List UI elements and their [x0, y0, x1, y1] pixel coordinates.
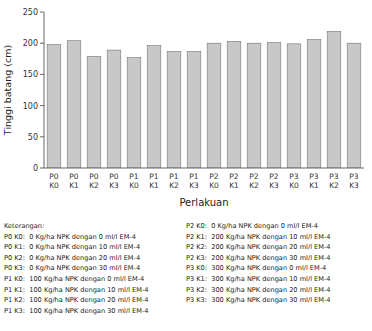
y-tick-label: 200	[23, 39, 38, 48]
annotation: P3 K3: 300 Kg/ha NPK dengan 30 ml/l EM-4	[186, 296, 331, 304]
x-tick-label: P2K0	[209, 172, 219, 190]
annotation: P0 K0: 0 Kg/ha NPK dengan 0 ml/l EM-4	[4, 233, 136, 241]
x-tick-label-line: K2	[169, 181, 179, 190]
x-tick-label-line: P1	[189, 172, 199, 181]
bar	[167, 51, 181, 168]
x-tick-label: P1K1	[149, 172, 159, 190]
x-tick-label-line: P3	[289, 172, 299, 181]
y-tick	[40, 12, 44, 13]
annotation: P0 K1: 0 Kg/ha NPK dengan 10 ml/l EM-4	[4, 243, 140, 251]
bar	[127, 58, 141, 168]
y-tick	[40, 136, 44, 137]
bar	[87, 56, 101, 168]
x-tick-label-line: P3	[329, 172, 339, 181]
bar	[327, 31, 341, 168]
x-tick-label-line: P0	[69, 172, 79, 181]
x-tick-label-line: P3	[349, 172, 359, 181]
bar	[187, 51, 201, 168]
x-tick-label: P2K3	[269, 172, 279, 190]
x-tick-label-line: P2	[209, 172, 219, 181]
y-tick-label: 50	[28, 133, 38, 142]
annotation: P1 K1: 100 Kg/ha NPK dengan 10 ml/l EM-4	[4, 286, 149, 294]
x-tick-label-line: K3	[109, 181, 119, 190]
bar	[267, 43, 281, 168]
x-tick-label: P1K0	[129, 172, 139, 190]
y-axis-label: Tinggi batang (cm)	[2, 45, 13, 136]
chart: 050100150200250P0K0P0K1P0K2P0K3P1K0P1K1P…	[0, 0, 372, 331]
x-tick-label-line: P0	[109, 172, 119, 181]
x-tick-label-line: K3	[349, 181, 359, 190]
x-tick-label: P1K3	[189, 172, 199, 190]
x-tick-label-line: P3	[309, 172, 319, 181]
annotation: P3 K1: 300 Kg/ha NPK dengan 10 ml/l EM-4	[186, 275, 331, 283]
x-tick-label-line: K3	[269, 181, 279, 190]
x-tick-label: P2K2	[249, 172, 259, 190]
x-tick-label-line: K2	[89, 181, 99, 190]
x-tick-label: P2K1	[229, 172, 239, 190]
annotation: P2 K2: 200 Kg/ha NPK dengan 20 ml/l EM-4	[186, 243, 331, 251]
annotation: P0 K3: 0 Kg/ha NPK dengan 30 ml/l EM-4	[4, 264, 140, 272]
x-tick-label-line: K0	[209, 181, 219, 190]
y-tick	[40, 168, 44, 169]
x-tick-label-line: K0	[289, 181, 299, 190]
y-tick-label: 100	[23, 102, 38, 111]
x-tick-label: P0K3	[109, 172, 119, 190]
annotation: P0 K2: 0 Kg/ha NPK dengan 20 ml/l EM-4	[4, 254, 140, 262]
x-tick-label-line: K1	[149, 181, 159, 190]
bar	[227, 41, 241, 168]
annotation: P2 K3: 200 Kg/ha NPK dengan 30 ml/l EM-4	[186, 254, 331, 262]
x-tick-label-line: P1	[129, 172, 139, 181]
x-tick-label-line: P1	[149, 172, 159, 181]
annotation: P1 K3: 100 Kg/ha NPK dengan 30 ml/l EM-4	[4, 307, 149, 315]
bar	[107, 50, 121, 168]
x-axis-line	[44, 168, 364, 169]
bar	[287, 44, 301, 168]
bar	[67, 41, 81, 168]
y-tick	[40, 74, 44, 75]
x-tick-label-line: K1	[229, 181, 239, 190]
y-tick-label: 0	[33, 164, 38, 173]
x-tick-label: P1K2	[169, 172, 179, 190]
x-tick-label: P0K0	[49, 172, 59, 190]
x-tick-label-line: K3	[189, 181, 199, 190]
x-tick-label-line: K1	[309, 181, 319, 190]
bar	[207, 43, 221, 168]
annotation: Keterangan:	[4, 222, 44, 230]
x-tick-label-line: P1	[169, 172, 179, 181]
bar	[47, 44, 61, 168]
annotation: P2 K0: 0 Kg/ha NPK dengan 0 ml/l EM-4	[186, 222, 318, 230]
x-tick-label: P3K0	[289, 172, 299, 190]
x-tick-label-line: P0	[89, 172, 99, 181]
annotation: P3 K0: 300 Kg/ha NPK dengan 0 ml/l EM-4	[186, 264, 326, 272]
y-tick-label: 250	[23, 8, 38, 17]
x-tick-label-line: K2	[329, 181, 339, 190]
y-tick	[40, 105, 44, 106]
y-tick-label: 150	[23, 70, 38, 79]
annotation: P3 K2: 300 Kg/ha NPK dengan 20 ml/l EM-4	[186, 286, 331, 294]
bars	[47, 31, 361, 168]
x-tick-label-line: P2	[229, 172, 239, 181]
y-tick	[40, 43, 44, 44]
x-tick-label-line: K0	[49, 181, 59, 190]
x-tick-label-line: P0	[49, 172, 59, 181]
bar	[347, 43, 361, 168]
x-tick-label-line: P2	[249, 172, 259, 181]
bar	[147, 46, 161, 168]
x-tick-label: P3K3	[349, 172, 359, 190]
annotation: P2 K1: 200 Kg/ha NPK dengan 10 ml/l EM-4	[186, 233, 331, 241]
x-tick-label-line: K1	[69, 181, 79, 190]
x-tick-label: P3K2	[329, 172, 339, 190]
x-axis-label: Perlakuan	[179, 197, 228, 208]
x-tick-label: P3K1	[309, 172, 319, 190]
x-tick-label: P0K2	[89, 172, 99, 190]
annotation: P1 K2: 100 Kg/ha NPK dengan 20 ml/l EM-4	[4, 296, 149, 304]
x-tick-label-line: P2	[269, 172, 279, 181]
bar	[247, 43, 261, 168]
bar	[307, 39, 321, 168]
x-tick-label-line: K2	[249, 181, 259, 190]
y-axis-line	[44, 12, 45, 168]
x-tick-label: P0K1	[69, 172, 79, 190]
annotation: P1 K0: 100 Kg/ha NPK dengan 0 ml/l EM-4	[4, 275, 144, 283]
x-tick-label-line: K0	[129, 181, 139, 190]
